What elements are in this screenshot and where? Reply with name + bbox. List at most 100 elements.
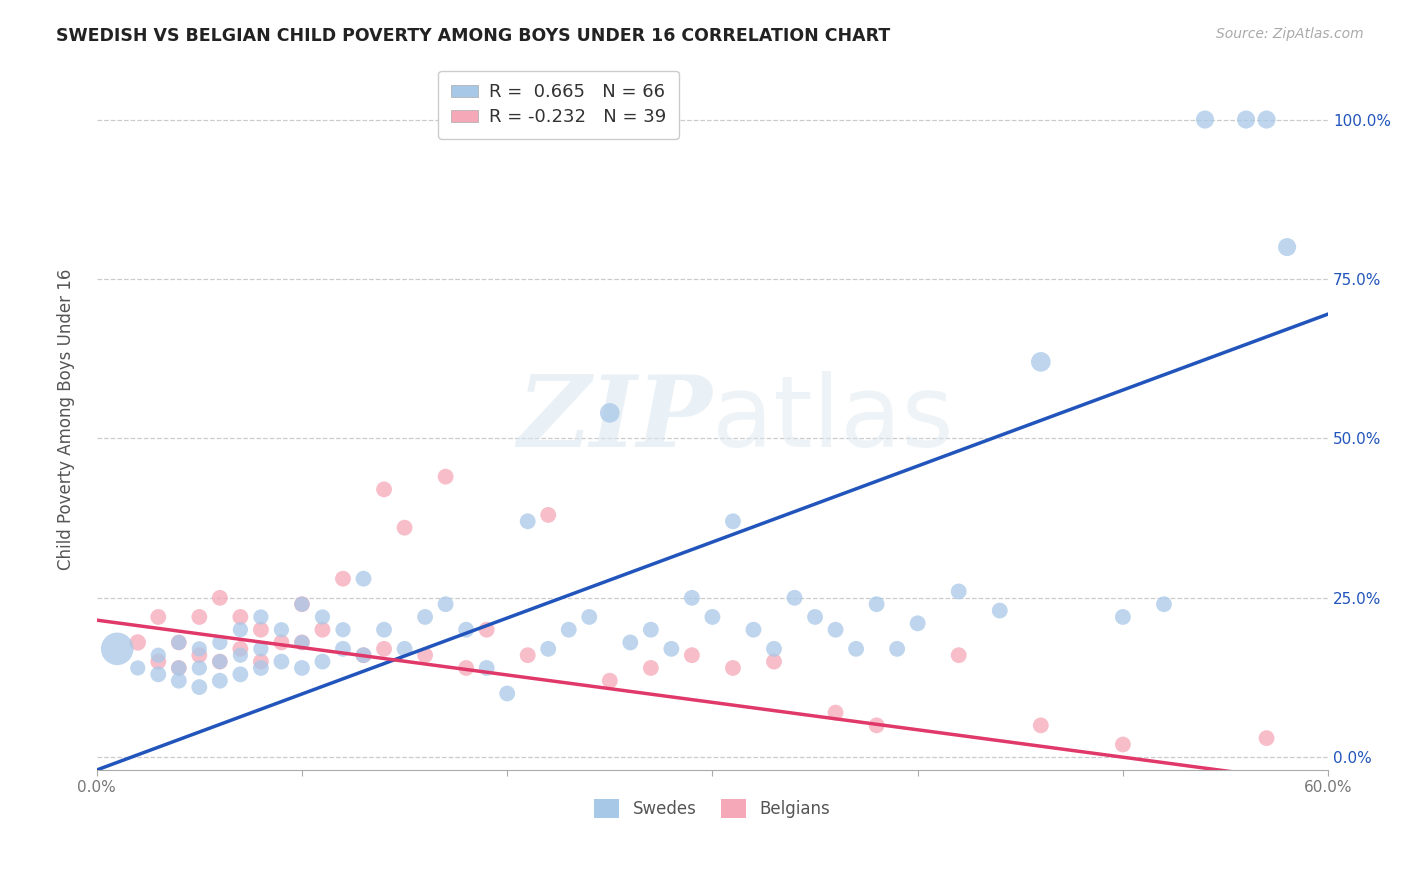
Point [188, 610, 211, 624]
Point [1029, 355, 1052, 369]
Point [250, 610, 273, 624]
Point [537, 641, 560, 656]
Point [208, 673, 231, 688]
Point [434, 597, 457, 611]
Point [188, 661, 211, 675]
Point [229, 641, 252, 656]
Point [886, 641, 908, 656]
Text: SWEDISH VS BELGIAN CHILD POVERTY AMONG BOYS UNDER 16 CORRELATION CHART: SWEDISH VS BELGIAN CHILD POVERTY AMONG B… [56, 27, 890, 45]
Point [1275, 240, 1298, 254]
Point [353, 648, 375, 663]
Point [394, 641, 416, 656]
Point [865, 597, 887, 611]
Point [353, 572, 375, 586]
Point [394, 521, 416, 535]
Point [373, 623, 395, 637]
Point [456, 623, 478, 637]
Point [702, 610, 724, 624]
Point [291, 597, 314, 611]
Point [208, 635, 231, 649]
Point [250, 661, 273, 675]
Point [475, 623, 498, 637]
Point [456, 661, 478, 675]
Point [599, 406, 621, 420]
Point [475, 661, 498, 675]
Point [148, 610, 170, 624]
Point [742, 623, 765, 637]
Point [148, 648, 170, 663]
Point [311, 610, 333, 624]
Point [907, 616, 929, 631]
Point [948, 648, 970, 663]
Point [167, 635, 190, 649]
Point [1112, 738, 1135, 752]
Point [188, 648, 211, 663]
Point [167, 673, 190, 688]
Point [229, 648, 252, 663]
Point [270, 623, 292, 637]
Point [681, 591, 703, 605]
Point [640, 623, 662, 637]
Point [762, 641, 785, 656]
Point [516, 514, 538, 528]
Point [291, 661, 314, 675]
Point [291, 635, 314, 649]
Text: ZIP: ZIP [517, 371, 713, 467]
Point [332, 572, 354, 586]
Point [1112, 610, 1135, 624]
Point [619, 635, 641, 649]
Point [229, 667, 252, 681]
Point [1256, 112, 1278, 127]
Point [661, 641, 683, 656]
Point [167, 661, 190, 675]
Point [373, 641, 395, 656]
Point [434, 469, 457, 483]
Point [578, 610, 600, 624]
Point [208, 655, 231, 669]
Point [229, 623, 252, 637]
Point [721, 514, 744, 528]
Text: atlas: atlas [713, 371, 955, 467]
Point [332, 623, 354, 637]
Point [824, 706, 846, 720]
Point [1234, 112, 1257, 127]
Point [1153, 597, 1175, 611]
Point [148, 655, 170, 669]
Point [291, 597, 314, 611]
Point [1029, 718, 1052, 732]
Point [1194, 112, 1216, 127]
Point [824, 623, 846, 637]
Point [270, 635, 292, 649]
Point [208, 591, 231, 605]
Point [127, 635, 149, 649]
Text: Source: ZipAtlas.com: Source: ZipAtlas.com [1216, 27, 1364, 41]
Point [250, 623, 273, 637]
Point [250, 655, 273, 669]
Point [188, 641, 211, 656]
Point [291, 635, 314, 649]
Point [558, 623, 581, 637]
Point [332, 641, 354, 656]
Point [413, 610, 436, 624]
Point [353, 648, 375, 663]
Point [229, 610, 252, 624]
Point [845, 641, 868, 656]
Point [167, 661, 190, 675]
Point [804, 610, 827, 624]
Point [148, 667, 170, 681]
Point [413, 648, 436, 663]
Point [762, 655, 785, 669]
Point [537, 508, 560, 522]
Point [783, 591, 806, 605]
Point [865, 718, 887, 732]
Legend: Swedes, Belgians: Swedes, Belgians [588, 792, 837, 825]
Point [721, 661, 744, 675]
Point [373, 483, 395, 497]
Point [311, 655, 333, 669]
Point [270, 655, 292, 669]
Y-axis label: Child Poverty Among Boys Under 16: Child Poverty Among Boys Under 16 [58, 268, 75, 570]
Point [988, 603, 1011, 617]
Point [250, 641, 273, 656]
Point [188, 680, 211, 694]
Point [599, 673, 621, 688]
